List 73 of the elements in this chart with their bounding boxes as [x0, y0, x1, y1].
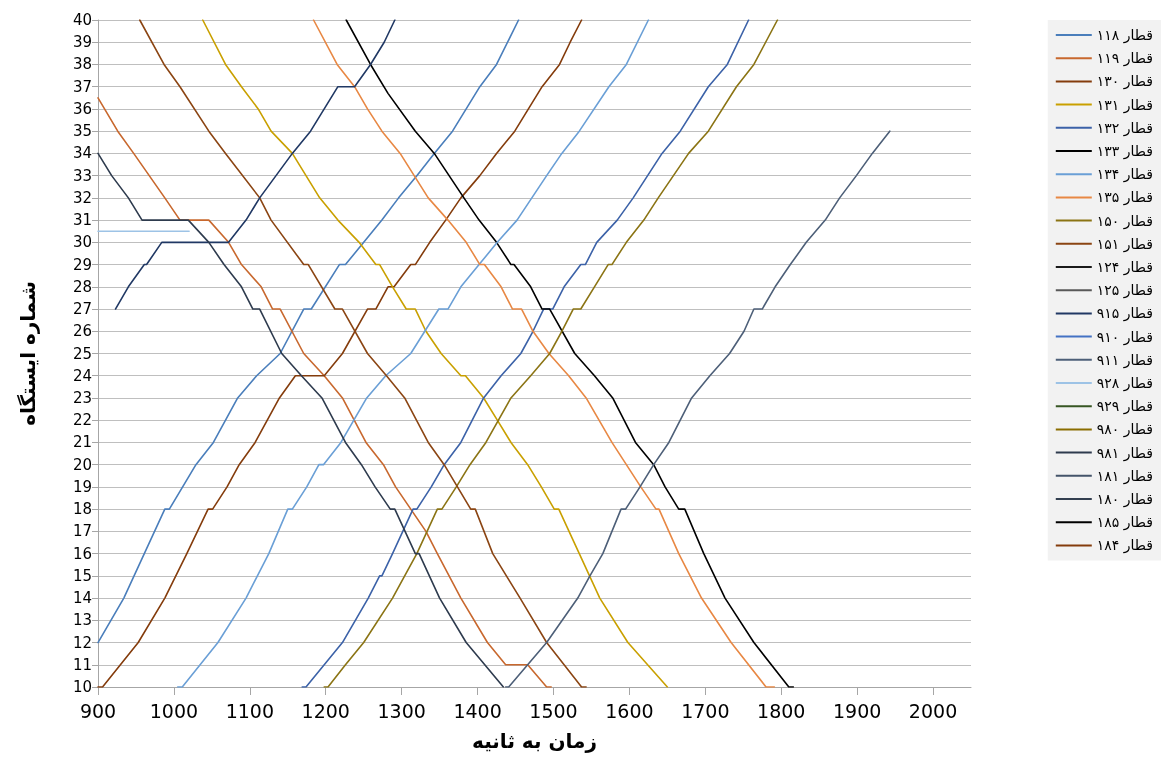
x-tick-label: 1900 — [832, 699, 882, 722]
x-tick-label: 1500 — [529, 699, 578, 722]
y-tick-label: 40 — [72, 11, 92, 29]
y-tick-label: 10 — [72, 678, 92, 696]
legend-label: قطار ۱۲۴ — [1096, 259, 1154, 276]
line-series — [114, 19, 396, 310]
x-tick-label: 1000 — [149, 699, 199, 722]
y-tick-label: 14 — [72, 589, 92, 608]
line-series — [504, 130, 891, 688]
y-tick-label: 35 — [72, 122, 92, 141]
legend-label: قطار ۹۱۰ — [1096, 328, 1154, 346]
legend-label: قطار ۱۲۵ — [1096, 282, 1154, 300]
legend-label: قطار ۱۱۸ — [1096, 27, 1154, 44]
legend-label: قطار ۱۵۰ — [1096, 212, 1154, 230]
x-axis-title: زمان به ثانیه — [472, 729, 597, 753]
y-tick-label: 19 — [72, 477, 92, 496]
x-tick-label: 2000 — [908, 699, 958, 722]
y-tick-label: 33 — [72, 166, 92, 185]
y-tick-label: 13 — [72, 611, 92, 630]
line-series — [97, 97, 552, 688]
legend-label: قطار ۹۱۵ — [1096, 305, 1154, 323]
y-tick-label: 27 — [72, 300, 92, 319]
legend-label: قطار ۱۸۴ — [1096, 537, 1154, 555]
y-tick-label: 11 — [72, 655, 92, 674]
legend-label: قطار ۱۳۴ — [1096, 166, 1154, 184]
y-tick-label: 24 — [72, 366, 92, 385]
legend-label: قطار ۹۸۱ — [1096, 444, 1154, 462]
y-tick-label: 29 — [72, 255, 92, 274]
y-tick-label: 21 — [72, 433, 92, 452]
y-tick-label: 37 — [72, 77, 92, 96]
x-tick-label: 1400 — [453, 699, 502, 722]
legend-label: قطار ۱۳۰ — [1096, 73, 1154, 91]
y-tick-label: 38 — [72, 55, 92, 74]
legend-label: قطار ۱۳۲ — [1096, 119, 1154, 137]
y-tick-label: 25 — [72, 344, 92, 363]
legend-label: قطار ۱۳۱ — [1096, 96, 1154, 114]
x-tick-label: 1800 — [757, 699, 806, 722]
legend-label: قطار ۱۱۹ — [1096, 50, 1154, 68]
x-tick-label: 1200 — [301, 699, 350, 722]
x-tick-label: 1300 — [377, 699, 426, 722]
y-tick-label: 32 — [72, 188, 92, 207]
y-tick-label: 36 — [72, 99, 92, 118]
legend-label: قطار ۱۸۰ — [1096, 491, 1154, 508]
y-tick-label: 18 — [72, 500, 92, 519]
line-series — [97, 19, 520, 644]
legend-label: قطار ۱۳۵ — [1096, 189, 1154, 207]
x-tick-label: 1600 — [605, 699, 654, 722]
x-tick-label: 1100 — [225, 699, 275, 722]
line-series — [97, 152, 505, 688]
legend-label: قطار ۱۸۱ — [1096, 467, 1154, 485]
legend-label: قطار ۱۸۵ — [1096, 514, 1154, 532]
y-tick-label: 28 — [72, 277, 92, 296]
legend-label: قطار ۹۱۱ — [1096, 351, 1154, 369]
y-tick-label: 34 — [72, 144, 92, 163]
y-tick-label: 23 — [72, 388, 92, 407]
legend-label: قطار ۹۲۸ — [1096, 375, 1154, 392]
x-tick-label: 900 — [79, 699, 117, 722]
y-tick-label: 15 — [72, 566, 92, 585]
y-axis-title: شماره ایستگاه — [16, 281, 40, 426]
y-tick-label: 26 — [72, 322, 92, 341]
legend-label: قطار ۱۳۳ — [1096, 143, 1154, 160]
x-tick-label: 1700 — [681, 699, 730, 722]
legend-label: قطار ۹۸۰ — [1096, 421, 1154, 439]
y-tick-label: 12 — [72, 633, 92, 652]
y-tick-label: 31 — [72, 211, 92, 230]
legend-label: قطار ۹۲۹ — [1096, 398, 1154, 416]
y-tick-label: 17 — [72, 522, 92, 541]
y-tick-label: 20 — [72, 455, 92, 474]
y-tick-label: 39 — [72, 33, 92, 52]
legend-label: قطار ۱۵۱ — [1096, 235, 1154, 253]
y-tick-label: 22 — [72, 411, 92, 430]
y-tick-label: 16 — [72, 544, 92, 563]
y-tick-label: 30 — [72, 233, 92, 252]
